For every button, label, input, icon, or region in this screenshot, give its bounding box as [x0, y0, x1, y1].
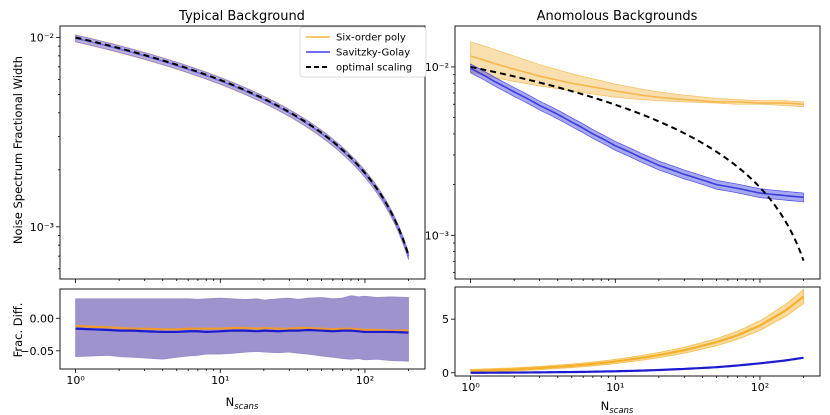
- axes-frame: [59, 25, 426, 280]
- legend-label-optimal-scaling: optimal scaling: [336, 63, 412, 74]
- line-six-order-poly: [470, 295, 805, 372]
- x-tick-label: 10¹: [606, 381, 624, 394]
- plot-area: [470, 41, 805, 261]
- legend-label-savitzky-golay: Savitzky-Golay: [336, 48, 410, 59]
- x-tick-label: 10²: [751, 381, 769, 394]
- xlabel-left: Nscans: [226, 395, 259, 412]
- panel-anomalous-diff: 10⁰ 10¹ 10² 0 5: [442, 286, 821, 394]
- y-tick-label: 10⁻³: [425, 229, 449, 242]
- line-savitzky-golay: [75, 327, 409, 334]
- line-savitzky-golay: [470, 67, 804, 199]
- legend-label-six-order-poly: Six-order poly: [336, 33, 406, 44]
- y-tick-label: 0.00: [30, 312, 55, 325]
- axes-frame: [59, 288, 426, 370]
- y-tick-label: 10⁻²: [425, 61, 449, 74]
- y-tick-label: 10⁻²: [30, 31, 54, 44]
- xlabel-right: Nscans: [601, 399, 634, 415]
- x-tick-label: 10⁰: [461, 381, 480, 394]
- y-tick-label: 10⁻³: [30, 221, 54, 234]
- axes-frame: [454, 286, 821, 377]
- line-optimal-scaling: [75, 36, 410, 256]
- band-six-order-poly: [470, 288, 804, 373]
- x-tick-label: 10²: [356, 374, 374, 387]
- panel-typical-main: 10⁻² 10⁻³: [30, 25, 426, 283]
- plot-area: [470, 288, 805, 374]
- panel-typical-diff: 10⁰ 10¹ 10² 0.00 −0.05: [20, 288, 426, 387]
- panel-anomalous-main: 10⁻² 10⁻³: [425, 25, 821, 283]
- plot-area: [75, 34, 410, 261]
- legend: Six-order poly Savitzky-Golay optimal sc…: [299, 26, 427, 78]
- line-six-order-poly: [470, 55, 804, 106]
- axes-frame: [454, 25, 821, 280]
- x-tick-label: 10⁰: [66, 374, 85, 387]
- y-tick-label: 5: [442, 313, 449, 326]
- legend-frame: [299, 26, 427, 78]
- line-six-order-poly: [75, 324, 409, 332]
- x-tick-label: 10¹: [211, 374, 229, 387]
- plot-area: [75, 295, 409, 362]
- ylabel-main: Noise Spectrum Fractional Width: [11, 56, 25, 244]
- y-tick-label: 0: [442, 367, 449, 380]
- y-tick-label: −0.05: [20, 345, 54, 358]
- band-savitzky-golay: [470, 63, 804, 203]
- ylabel-diff: Frac. Diff.: [11, 303, 25, 358]
- line-savitzky-golay: [470, 356, 804, 374]
- title-typical: Typical Background: [178, 9, 305, 24]
- band-savitzky-golay: [75, 34, 409, 260]
- line-optimal-scaling: [470, 65, 805, 261]
- title-anomalous: Anomolous Backgrounds: [537, 9, 698, 24]
